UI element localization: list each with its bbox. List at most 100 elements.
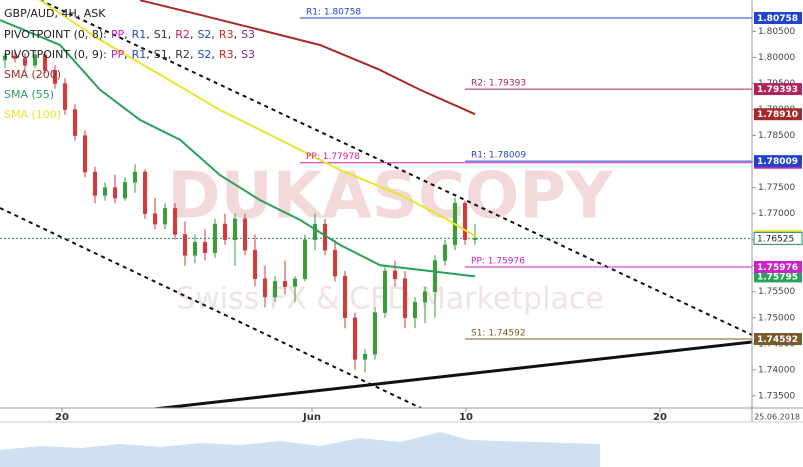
pivot-tag (754, 333, 802, 346)
candle-body (162, 208, 168, 225)
candle-body (22, 58, 28, 66)
sma-line (39, 0, 476, 238)
trend-lines (0, 0, 752, 408)
candle-body (412, 301, 418, 319)
candle-body (392, 270, 398, 279)
pivot-label: PP: 1.77978 (306, 152, 360, 162)
pivot-legend-separator: , (190, 48, 194, 61)
pivot-legend-item: PP (111, 28, 125, 41)
candle-body (262, 278, 268, 298)
pivot-legend-separator: , (234, 48, 238, 61)
watermark-text: DUKASCOPY (168, 160, 614, 234)
plot (0, 0, 752, 373)
navigator-area (0, 432, 600, 467)
y-tick-label: 1.80000 (758, 53, 795, 63)
y-tick-label: 1.74000 (758, 365, 795, 375)
sma-line (0, 19, 476, 278)
candle-body (352, 317, 358, 360)
pivot-tag (754, 155, 802, 168)
pivot-legend-separator: , (168, 48, 172, 61)
pivot-legend-separator: , (146, 28, 150, 41)
pivot-legend-separator: , (234, 28, 238, 41)
pivot-tag (754, 83, 802, 96)
x-tick-label: 20 (653, 412, 667, 423)
pivot-legend: PIVOTPOINT (0, 8): PP, R1, S1, R2, S2, R3, S3 (4, 28, 255, 41)
y-tick-label: 1.75000 (758, 313, 795, 323)
candle-body (292, 278, 298, 287)
candle-body (232, 218, 238, 240)
pivot-tag-label: 1.80758 (757, 14, 798, 24)
candle-body (72, 109, 78, 136)
pivot-label: S1: 1.74592 (471, 329, 526, 339)
pivot-legend-item: R1 (132, 48, 147, 61)
pivot-legend-item: R2 (175, 48, 190, 61)
candle-body (132, 171, 138, 183)
pivot-legend-separator: , (124, 48, 128, 61)
legend-entry: SMA (100) (4, 108, 61, 121)
trend-line (149, 340, 752, 408)
pivot-legend-item: S3 (241, 48, 255, 61)
pivot-tag (754, 12, 802, 25)
pivot-tag-label: 1.74592 (757, 335, 798, 345)
candle-body (182, 234, 188, 256)
candle-body (192, 242, 198, 256)
y-tick-label: 1.75500 (758, 287, 795, 297)
pivot-legend-item: R3 (219, 28, 234, 41)
pivot-legend: PIVOTPOINT (0, 9): PP, R1, S1, R2, S2, R3, S3 (4, 48, 255, 61)
candle-body (2, 55, 8, 61)
pivot-tag-label: 1.78009 (757, 157, 798, 167)
pivot-legend-item: PP (111, 48, 125, 61)
pivot-tag (754, 260, 802, 273)
candle-body (422, 291, 428, 303)
trend-line (39, 0, 752, 336)
pivot-legend-item: S1 (154, 48, 168, 61)
candle-body (312, 223, 318, 240)
candle-body (12, 55, 18, 59)
candle-body (282, 281, 288, 287)
y-tick-label: 1.77500 (758, 183, 795, 193)
candle-body (382, 270, 388, 313)
candle-body (252, 249, 258, 279)
pivot-label: R1: 1.78009 (471, 151, 526, 161)
candle-body (142, 171, 148, 214)
candle-body (432, 260, 438, 292)
pivot-tag-label: 1.79393 (757, 85, 798, 95)
date-label: 25.06.2018 (754, 413, 800, 422)
pivot-legend-prefix: PIVOTPOINT (0, 9): (4, 48, 107, 61)
y-tick-label: 1.77000 (758, 209, 795, 219)
pivot-legend-item: S2 (197, 48, 211, 61)
pivot-legend-separator: , (211, 28, 215, 41)
sma-tag-label: 1.78910 (757, 110, 798, 120)
x-tick-label: 20 (55, 412, 69, 423)
legend-entry: SMA (55) (4, 88, 54, 101)
candle-body (212, 223, 218, 253)
pivot-label: R2: 1.79393 (471, 79, 526, 89)
y-tick-label: 1.78500 (758, 131, 795, 141)
candle-body (472, 238, 478, 240)
candle-body (272, 281, 278, 298)
legend-entry: SMA (200) (4, 68, 61, 81)
pivot-legend-separator: , (146, 48, 150, 61)
candle-body (372, 312, 378, 355)
candle-body (112, 187, 118, 199)
candle-body (222, 223, 228, 240)
candle-body (62, 83, 68, 110)
candle-body (102, 187, 108, 196)
chart-title: GBP/AUD, 4H, ASK (4, 7, 106, 20)
pivot-legend-separator: , (124, 28, 128, 41)
candle-body (462, 202, 468, 240)
pivot-legend-separator: , (168, 28, 172, 41)
pivot-legend-item: R3 (219, 48, 234, 61)
last-price-tag-label: 1.76525 (757, 234, 794, 244)
pivot-legend-separator: , (211, 48, 215, 61)
candle-body (52, 70, 58, 84)
pivot-legend-item: S3 (241, 28, 255, 41)
candle-body (32, 54, 38, 66)
sma-tag (754, 108, 802, 121)
trend-line (0, 207, 424, 408)
x-tick-label: 10 (459, 412, 473, 423)
candle-body (152, 213, 158, 225)
